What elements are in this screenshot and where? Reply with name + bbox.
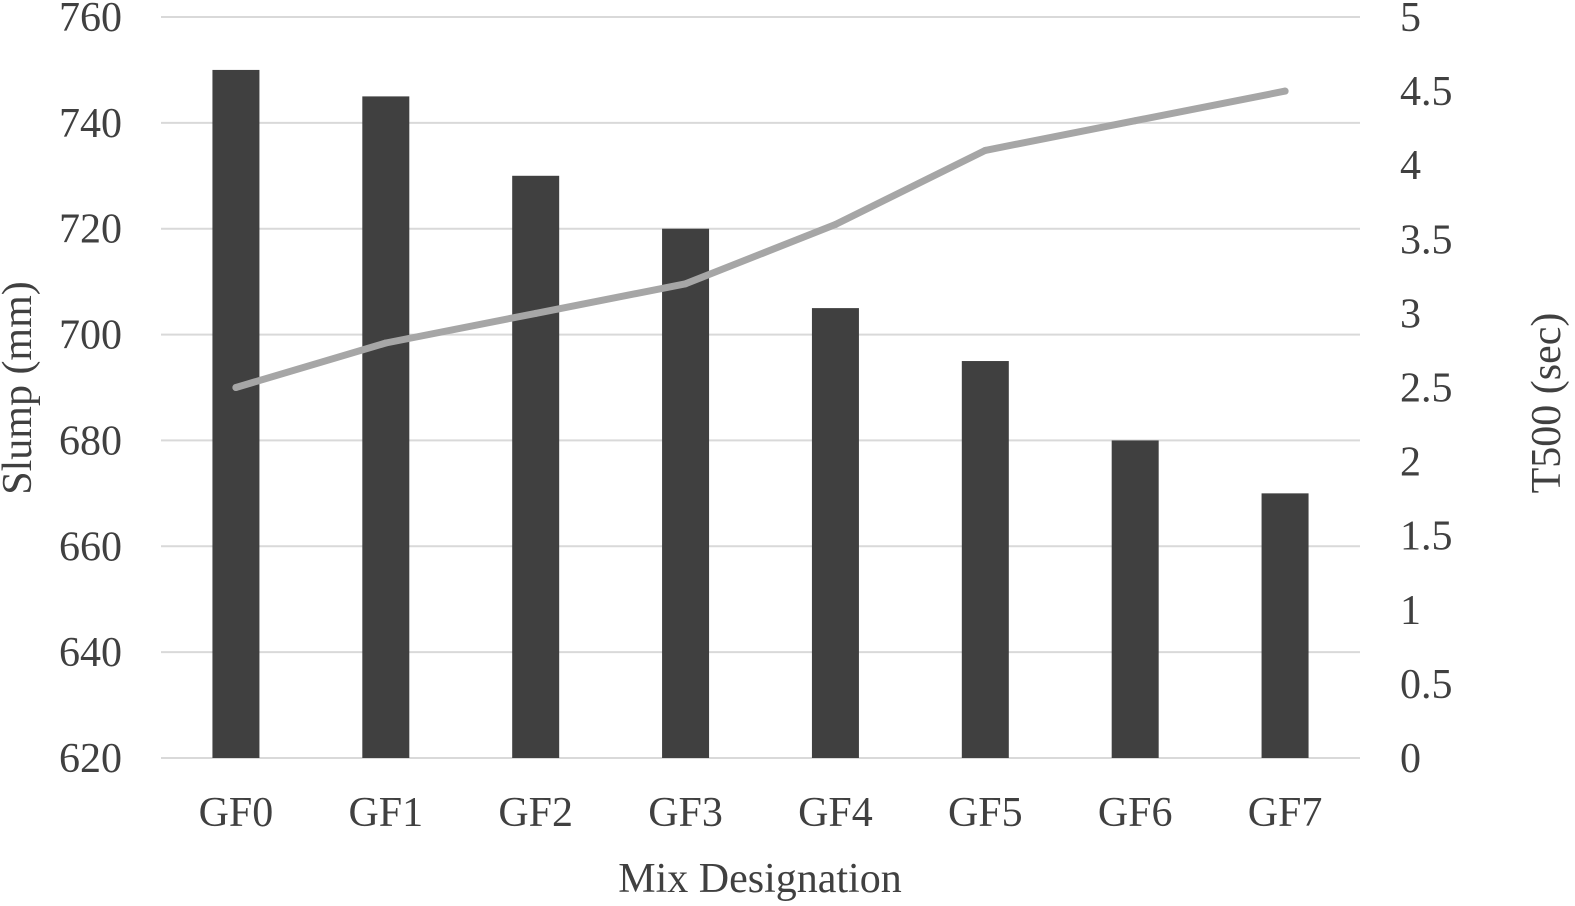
gridlines xyxy=(161,16,1360,759)
bar-gf0 xyxy=(212,69,260,758)
right-y-tick-label: 3 xyxy=(1400,291,1421,337)
line-point-gf5 xyxy=(981,146,989,154)
t500-series-line xyxy=(232,87,1289,391)
right-y-tick-label: 4 xyxy=(1400,143,1421,189)
left-y-axis-title: Slump (mm) xyxy=(0,281,41,495)
line-point-gf2 xyxy=(532,309,540,317)
left-y-tick-label: 620 xyxy=(59,736,122,782)
x-tick-label: GF2 xyxy=(498,790,573,836)
left-y-tick-label: 680 xyxy=(59,418,122,464)
line-point-gf7 xyxy=(1281,87,1289,95)
bar-gf6 xyxy=(1111,440,1159,758)
line-point-gf4 xyxy=(831,220,839,228)
line-point-gf3 xyxy=(682,280,690,288)
left-y-tick-label: 700 xyxy=(59,313,122,359)
right-y-axis: 0 0.5 1 1.5 2 2.5 3 3.5 4 4.5 5 xyxy=(1400,0,1453,782)
t500-line xyxy=(232,87,1289,391)
right-y-tick-label: 2.5 xyxy=(1400,366,1453,412)
x-tick-label: GF3 xyxy=(648,790,723,836)
slump-bars xyxy=(212,69,1309,759)
right-y-tick-label: 2 xyxy=(1400,440,1421,486)
left-y-tick-label: 640 xyxy=(59,630,122,676)
right-y-tick-label: 4.5 xyxy=(1400,69,1453,115)
x-tick-label: GF0 xyxy=(199,790,274,836)
bar-gf5 xyxy=(961,361,1009,758)
line-point-gf6 xyxy=(1131,117,1139,125)
x-axis: GF0 GF1 GF2 GF3 GF4 GF5 GF6 GF7 xyxy=(199,790,1323,836)
right-y-tick-label: 5 xyxy=(1400,0,1421,41)
line-point-gf0 xyxy=(232,384,240,391)
right-y-tick-label: 1 xyxy=(1400,588,1421,634)
left-y-tick-label: 720 xyxy=(59,207,122,253)
line-point-gf1 xyxy=(382,339,390,347)
bar-gf7 xyxy=(1261,493,1309,758)
left-y-axis: 620 640 660 680 700 720 740 760 xyxy=(59,0,122,782)
left-y-tick-label: 760 xyxy=(59,0,122,41)
right-y-tick-label: 0.5 xyxy=(1400,662,1453,708)
x-tick-label: GF5 xyxy=(948,790,1023,836)
left-y-tick-label: 660 xyxy=(59,524,122,570)
right-y-tick-label: 1.5 xyxy=(1400,514,1453,560)
right-y-tick-label: 3.5 xyxy=(1400,217,1453,263)
x-axis-title: Mix Designation xyxy=(618,856,901,902)
x-tick-label: GF1 xyxy=(348,790,423,836)
x-tick-label: GF6 xyxy=(1098,790,1173,836)
bar-gf4 xyxy=(811,308,859,758)
bar-gf2 xyxy=(512,175,560,759)
x-tick-label: GF4 xyxy=(798,790,873,836)
x-tick-label: GF7 xyxy=(1248,790,1323,836)
bar-gf1 xyxy=(362,96,410,758)
right-y-tick-label: 0 xyxy=(1400,736,1421,782)
right-y-axis-title: T500 (sec) xyxy=(1524,313,1570,494)
bar-gf3 xyxy=(662,228,710,758)
left-y-tick-label: 740 xyxy=(59,101,122,147)
